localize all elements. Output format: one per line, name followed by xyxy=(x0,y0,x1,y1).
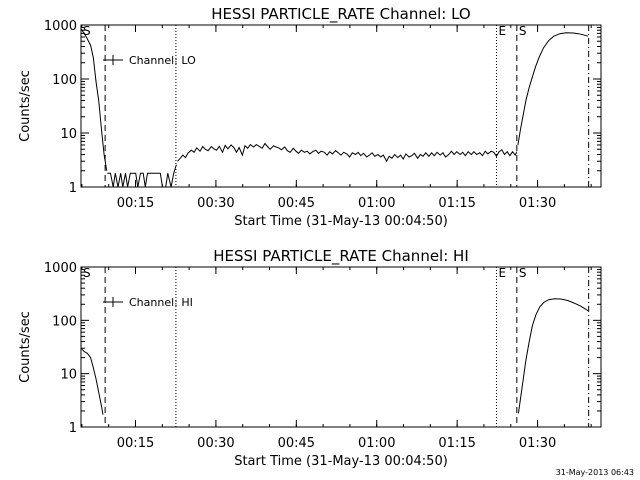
x-tick-label: 01:00 xyxy=(358,196,395,211)
event-marker-label: S xyxy=(519,266,527,280)
x-axis-label: Start Time (31-May-13 00:04:50) xyxy=(234,214,448,229)
series-line xyxy=(517,298,589,414)
series-line xyxy=(107,164,177,188)
event-marker-label: E xyxy=(498,24,506,38)
series-line xyxy=(517,32,589,146)
y-tick-label: 10 xyxy=(60,127,77,142)
y-tick-label: 1 xyxy=(69,181,77,196)
x-axis-label: Start Time (31-May-13 00:04:50) xyxy=(234,454,448,469)
x-tick-label: 01:15 xyxy=(438,436,475,451)
y-tick-label: 100 xyxy=(52,314,77,329)
chart-title: HESSI PARTICLE_RATE Channel: LO xyxy=(211,5,470,24)
x-tick-label: 01:30 xyxy=(519,436,556,451)
chart-panel-lo: HESSI PARTICLE_RATE Channel: LO Start Tim… xyxy=(18,5,602,229)
plot-frame xyxy=(80,266,602,428)
x-tick-label: 00:45 xyxy=(278,436,315,451)
y-axis-label: Counts/sec xyxy=(18,311,33,383)
series-line xyxy=(177,142,518,163)
x-tick-label: 00:30 xyxy=(197,436,234,451)
x-tick-label: 00:45 xyxy=(278,196,315,211)
x-tick-label: 01:15 xyxy=(438,196,475,211)
x-tick-label: 01:00 xyxy=(358,436,395,451)
x-tick-label: 00:15 xyxy=(117,196,154,211)
event-marker-label: S xyxy=(519,24,527,38)
y-tick-label: 1000 xyxy=(44,19,77,34)
y-tick-label: 1000 xyxy=(44,261,77,276)
event-marker-label: E xyxy=(498,266,506,280)
plot-frame xyxy=(80,24,602,188)
event-marker-label: S xyxy=(83,266,91,280)
y-axis-label: Counts/sec xyxy=(18,70,33,142)
event-marker-label: S xyxy=(83,24,91,38)
y-tick-label: 100 xyxy=(52,73,77,88)
x-tick-label: 00:30 xyxy=(197,196,234,211)
x-tick-label: 00:15 xyxy=(117,436,154,451)
legend-label: Channel: LO xyxy=(129,54,196,67)
chart-panel-hi: HESSI PARTICLE_RATE Channel: HI Start Tim… xyxy=(18,247,602,469)
legend-label: Channel: HI xyxy=(129,296,193,309)
y-tick-label: 1 xyxy=(69,421,77,436)
y-tick-label: 10 xyxy=(60,368,77,383)
chart-title: HESSI PARTICLE_RATE Channel: HI xyxy=(213,247,469,266)
footer-timestamp: 31-May-2013 06:43 xyxy=(555,468,634,477)
series-line xyxy=(80,28,108,171)
series-line xyxy=(80,347,104,415)
x-tick-label: 01:30 xyxy=(519,196,556,211)
